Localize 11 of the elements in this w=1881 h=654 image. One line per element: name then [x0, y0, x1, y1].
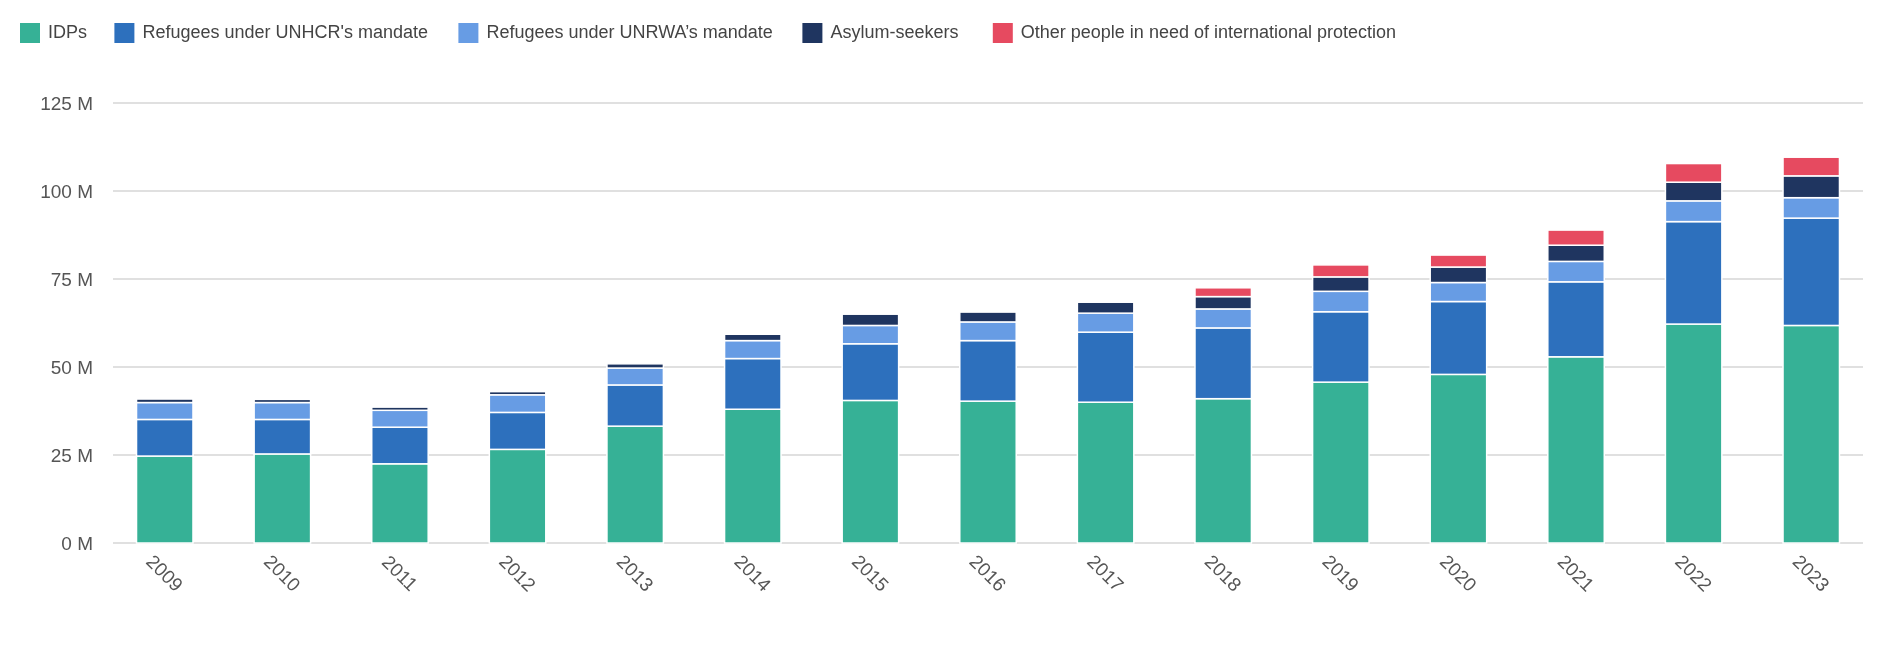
legend-label: Refugees under UNHCR's mandate: [142, 22, 428, 42]
y-tick-label: 125 M: [40, 92, 93, 114]
y-tick-label: 75 M: [50, 268, 93, 290]
y-tick-label: 50 M: [50, 356, 93, 378]
y-tick-label: 25 M: [50, 444, 93, 466]
legend-label: Asylum-seekers: [830, 22, 959, 42]
y-tick-label: 0 M: [61, 532, 93, 554]
legend-label: Other people in need of international protection: [1020, 22, 1397, 42]
legend-label: Refugees under UNRWA’s mandate: [486, 22, 773, 42]
legend-label: IDPs: [48, 22, 88, 42]
y-tick-label: 100 M: [40, 180, 93, 202]
